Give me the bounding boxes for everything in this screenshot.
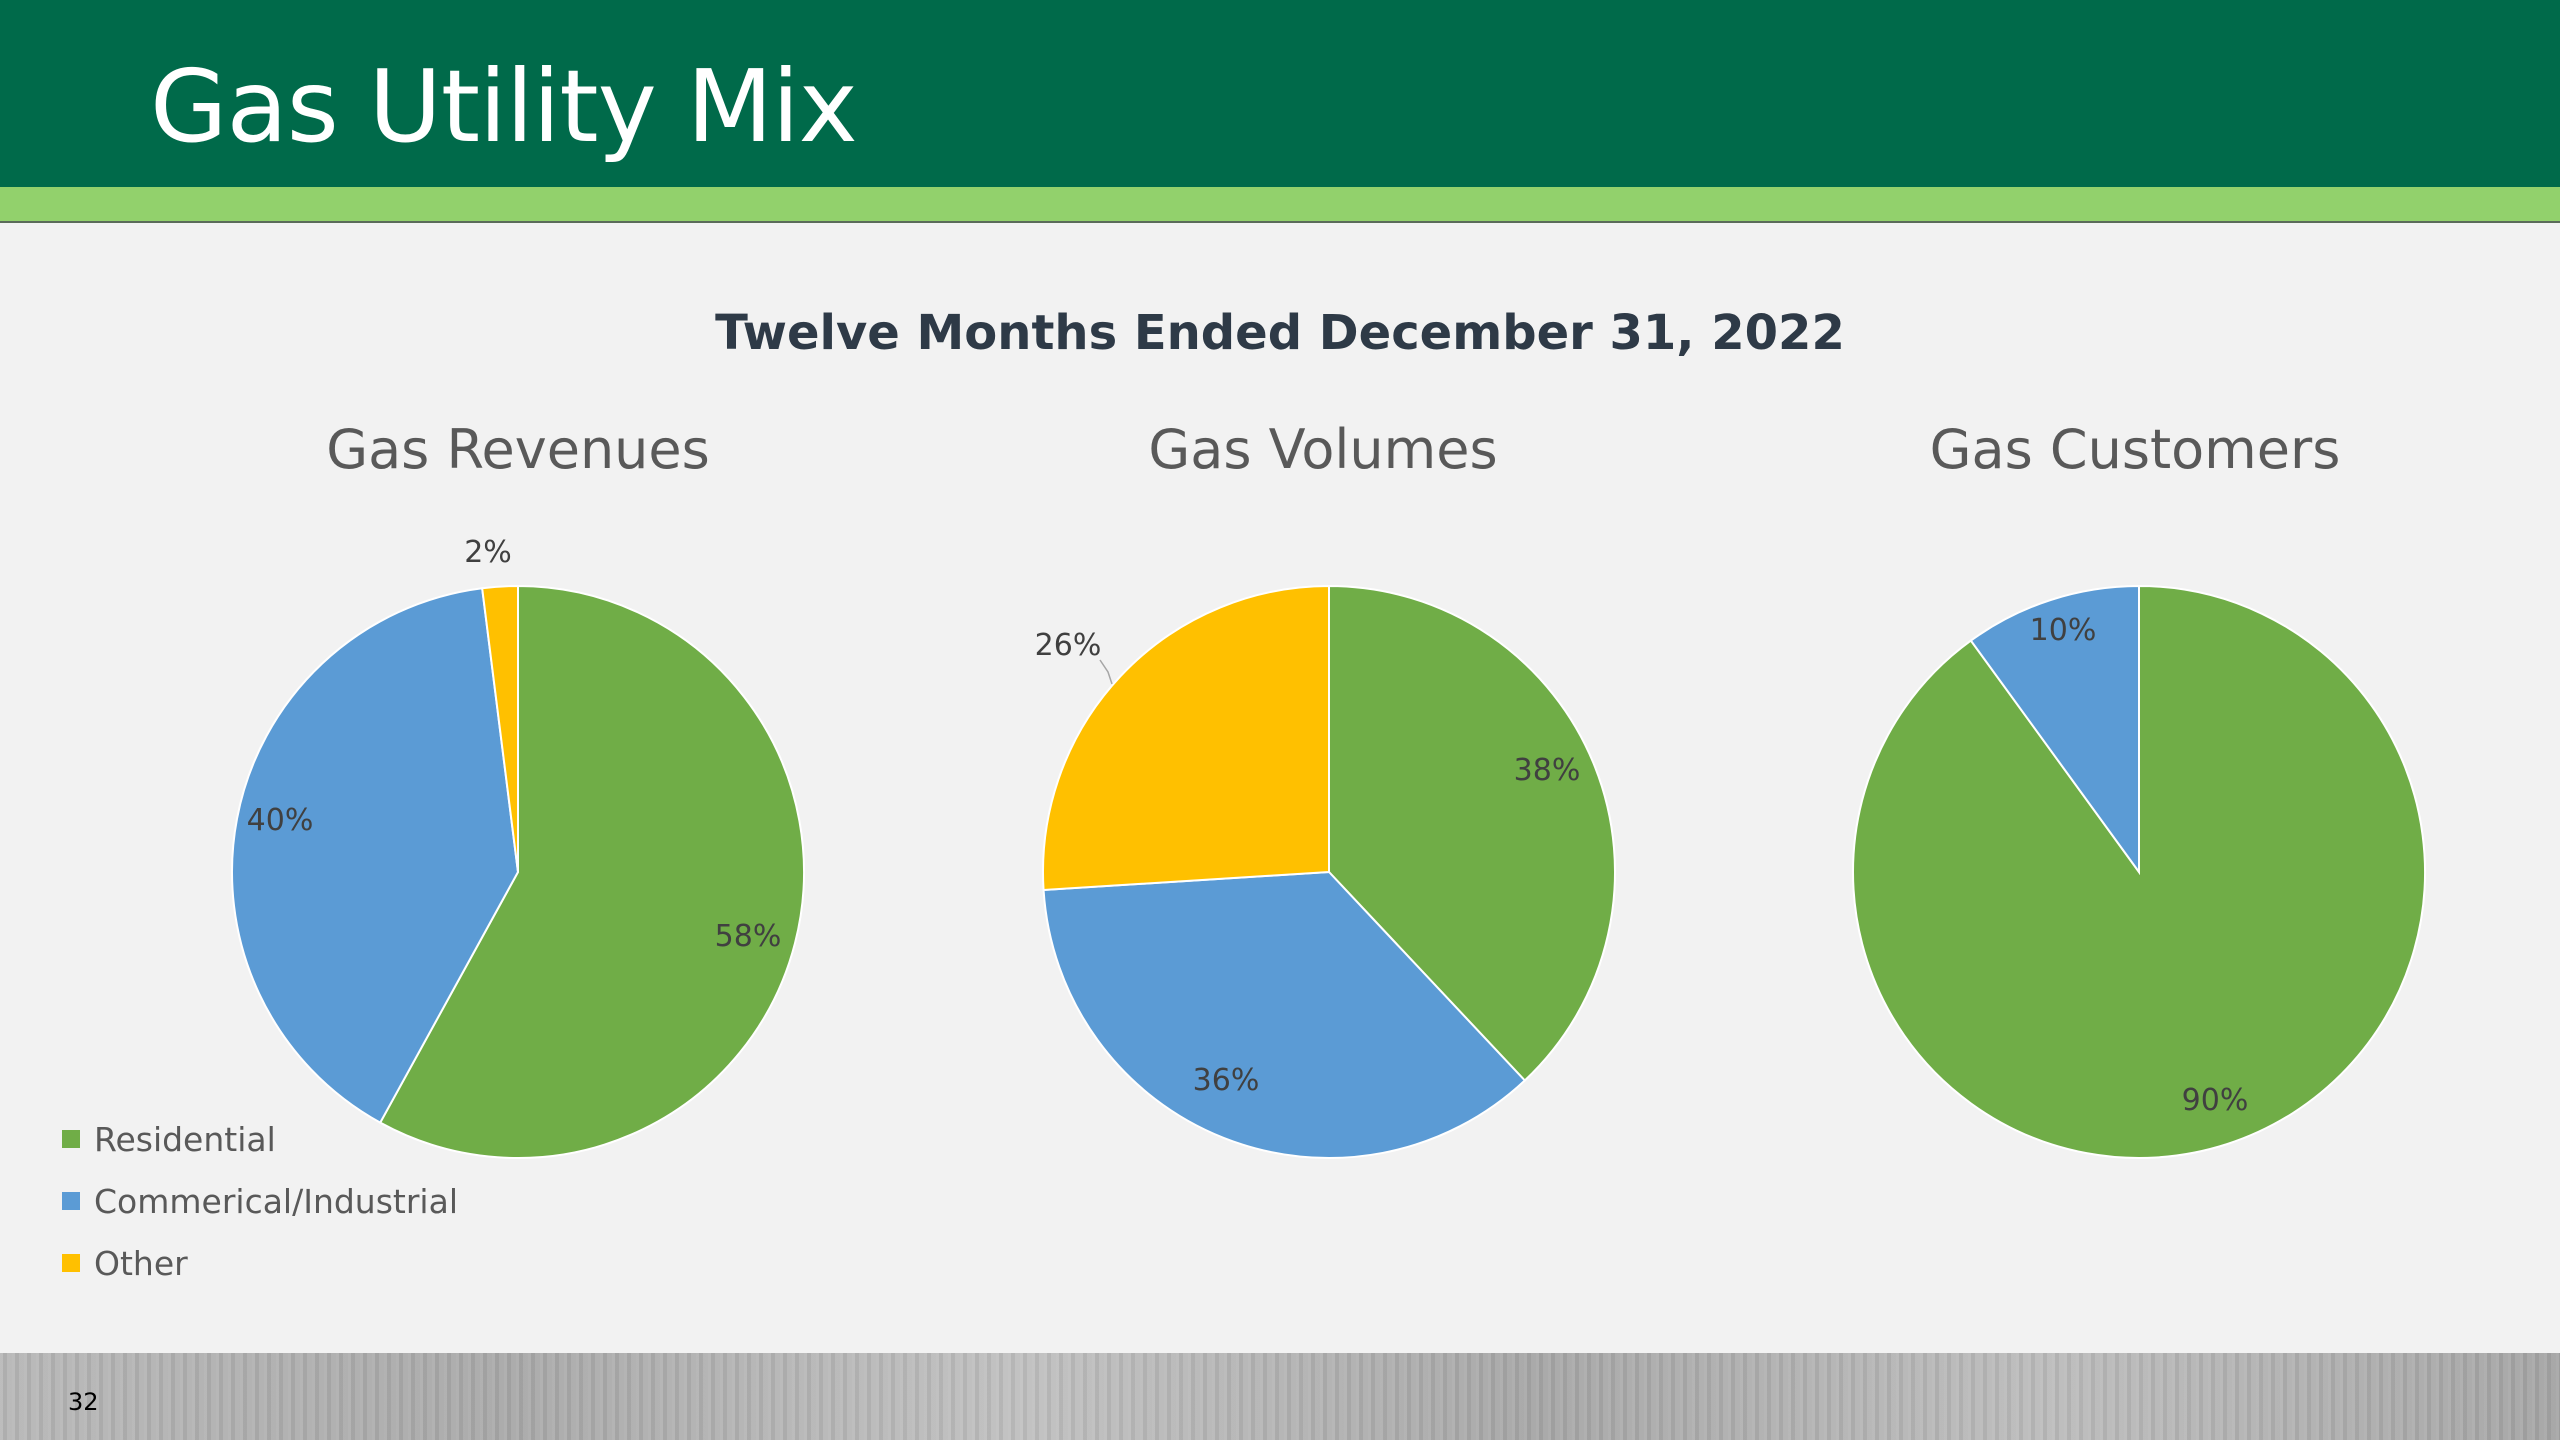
- footer-band: [0, 1353, 2560, 1440]
- legend-swatch-commercial-industrial: [62, 1192, 80, 1210]
- slide-subtitle: Twelve Months Ended December 31, 2022: [715, 305, 1845, 361]
- legend-swatch-residential: [62, 1130, 80, 1148]
- header-band: [0, 0, 2560, 187]
- chart-title-gas-volumes: Gas Volumes: [1148, 418, 1498, 481]
- pie-slice-residential: [1328, 584, 1616, 1082]
- legend-label-residential: Residential: [94, 1119, 276, 1159]
- data-label-commerical-industrial: 36%: [1193, 1063, 1260, 1098]
- leader-line: [1099, 659, 1113, 685]
- data-label-commerical-industrial: 10%: [2030, 613, 2097, 648]
- pie-slice-commerical-industrial: [1969, 584, 2140, 876]
- data-label-commerical-industrial: 40%: [247, 803, 314, 838]
- legend-item-residential: Residential: [62, 1108, 458, 1170]
- data-label-residential: 58%: [715, 919, 782, 954]
- legend-label-commercial-industrial: Commerical/Industrial: [94, 1181, 458, 1221]
- pie-slice-other: [1042, 584, 1330, 892]
- pie-slice-other: [481, 584, 519, 873]
- data-label-residential: 90%: [2182, 1083, 2249, 1118]
- pie-gas-customers: 90% 10%: [1852, 584, 2426, 1159]
- pie-gas-revenues: 58% 40% 2%: [231, 535, 806, 1159]
- footer-texture: [0, 1353, 2560, 1440]
- pie-slice-residential: [378, 584, 806, 1159]
- legend-item-commercial-industrial: Commerical/Industrial: [62, 1170, 458, 1232]
- chart-title-gas-revenues: Gas Revenues: [326, 418, 710, 481]
- data-label-residential: 38%: [1514, 753, 1581, 788]
- chart-title-gas-customers: Gas Customers: [1929, 418, 2341, 481]
- data-label-other: 26%: [1035, 628, 1102, 663]
- page-number: 32: [68, 1388, 99, 1416]
- legend-swatch-other: [62, 1254, 80, 1272]
- legend-item-other: Other: [62, 1232, 458, 1294]
- chart-legend: Residential Commerical/Industrial Other: [62, 1108, 458, 1294]
- pie-slice-commerical-industrial: [1042, 870, 1527, 1159]
- pie-gas-volumes: 38% 36% 26%: [1035, 584, 1616, 1159]
- pie-slice-commerical-industrial: [231, 587, 520, 1124]
- data-label-other: 2%: [464, 535, 512, 570]
- slide-title: Gas Utility Mix: [150, 48, 858, 165]
- accent-bar: [0, 187, 2560, 223]
- legend-label-other: Other: [94, 1243, 188, 1283]
